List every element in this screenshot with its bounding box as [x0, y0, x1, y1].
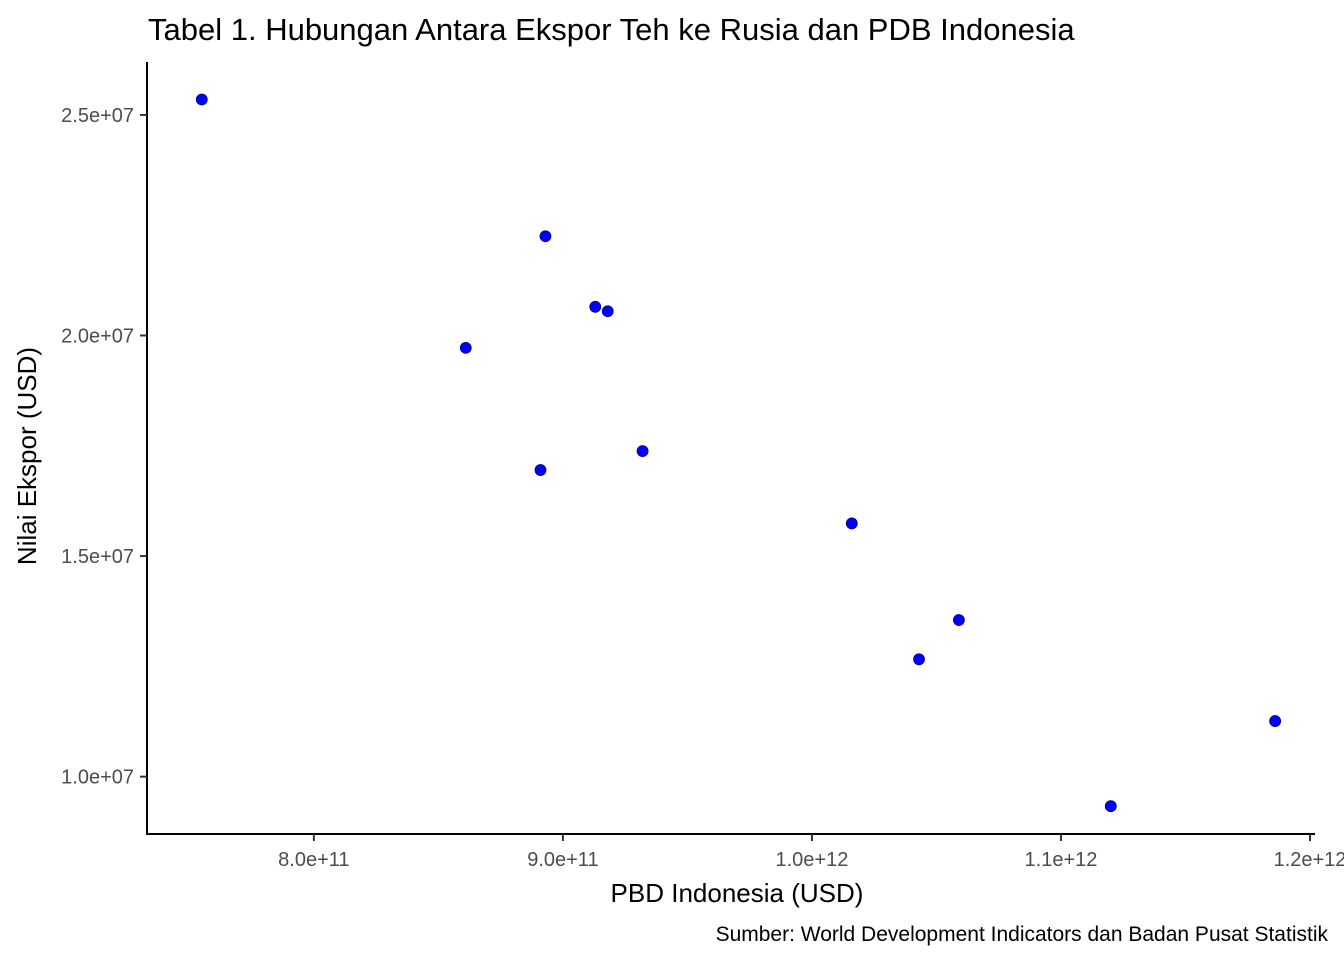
y-tick-label: 1.5e+07: [61, 546, 134, 568]
x-tick-label: 8.0e+11: [278, 849, 349, 871]
x-axis-ticks: 8.0e+11 9.0e+11 1.0e+12 1.1e+12 1.2e+12: [278, 834, 1344, 871]
x-axis-title: PBD Indonesia (USD): [611, 878, 864, 908]
plot-area: [195, 93, 1282, 813]
y-axis-ticks: 1.0e+07 1.5e+07 2.0e+07 2.5e+07: [61, 105, 147, 789]
chart-title: Tabel 1. Hubungan Antara Ekspor Teh ke R…: [148, 12, 1075, 47]
scatter-point: [1269, 715, 1282, 727]
y-axis-title: Nilai Ekspor (USD): [12, 347, 42, 565]
scatter-point: [589, 300, 602, 313]
scatter-point: [952, 614, 965, 626]
chart-caption: Sumber: World Development Indicators dan…: [716, 923, 1329, 946]
scatter-point: [913, 653, 925, 666]
x-tick-label: 1.1e+12: [1025, 849, 1098, 871]
scatter-point: [636, 445, 649, 457]
scatter-point: [1104, 800, 1117, 813]
scatter-point: [601, 305, 614, 318]
y-tick-label: 1.0e+07: [61, 767, 134, 789]
x-tick-label: 9.0e+11: [527, 849, 598, 871]
scatter-point: [539, 230, 552, 243]
scatter-point: [845, 517, 858, 530]
scatter-point: [459, 341, 472, 354]
y-tick-label: 2.5e+07: [61, 105, 134, 127]
x-tick-label: 1.2e+12: [1274, 849, 1344, 871]
scatter-point: [534, 464, 547, 476]
scatter-point: [195, 93, 208, 106]
x-tick-label: 1.0e+12: [776, 849, 849, 871]
y-tick-label: 2.0e+07: [61, 326, 134, 348]
